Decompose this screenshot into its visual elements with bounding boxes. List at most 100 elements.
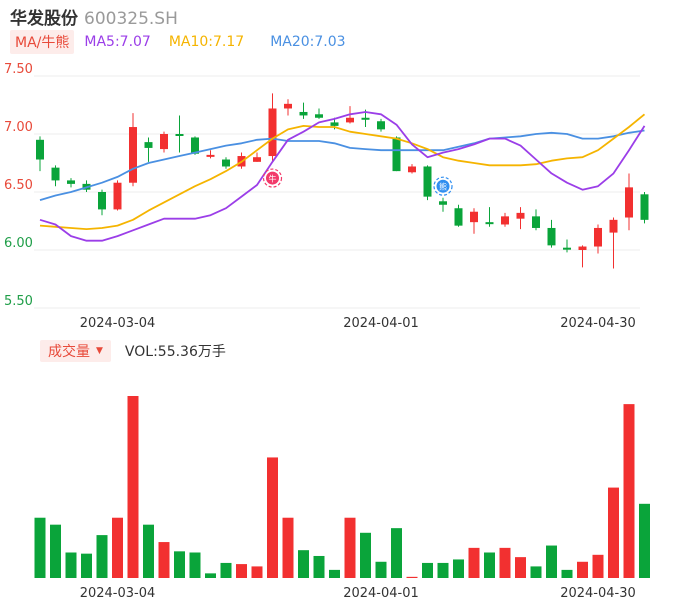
volume-bar (298, 550, 309, 578)
volume-bar (50, 524, 61, 578)
ma-toggle-button[interactable]: MA/牛熊 (10, 30, 75, 54)
date-tick-label: 2024-04-30 (560, 316, 636, 331)
volume-bar (65, 552, 77, 578)
volume-bar (34, 517, 46, 578)
volume-bar (515, 557, 526, 578)
candle-body (222, 159, 230, 167)
candle-body (67, 180, 75, 184)
ma5-line (39, 111, 646, 242)
candle-body (160, 134, 168, 150)
candle-body (268, 108, 277, 157)
price-tick-label: 6.50 (4, 178, 33, 193)
candle-body (423, 166, 432, 197)
volume-date-tick-label: 2024-04-01 (343, 586, 419, 601)
ma10-legend: MA10:7.17 (168, 34, 245, 50)
volume-bar (468, 547, 480, 578)
candle-body (439, 201, 447, 205)
volume-value: VOL:55.36万手 (124, 344, 226, 360)
price-tick-label: 5.50 (4, 294, 33, 309)
candle-body (532, 216, 540, 228)
candle-body (315, 114, 323, 118)
candle-body (51, 167, 60, 181)
volume-bar (267, 457, 278, 578)
candle-body (609, 219, 618, 233)
candle-body (191, 137, 199, 154)
stock-code: 600325.SH (84, 9, 178, 29)
ma20-legend: MA20:7.03 (270, 34, 346, 50)
candle-body (206, 154, 215, 157)
candle-body (377, 121, 385, 130)
volume-bar (236, 564, 247, 578)
candle-body (330, 122, 339, 126)
candle-body (470, 211, 478, 223)
volume-date-tick-label: 2024-04-30 (560, 586, 636, 601)
candle-body (284, 103, 292, 109)
ma10-line (39, 113, 646, 231)
volume-bar (158, 542, 170, 578)
date-tick-label: 2024-03-04 (80, 316, 156, 331)
volume-legend: 成交量 ▼ VOL:55.36万手 (40, 340, 226, 362)
candle-body (516, 212, 525, 219)
signal-label: 牛 (269, 174, 277, 184)
stock-name: 华发股份 (10, 9, 78, 29)
volume-bar (561, 569, 573, 578)
volume-bar (329, 569, 340, 578)
candle-body (547, 227, 556, 246)
candle-body (485, 222, 494, 225)
candle-body (361, 117, 370, 120)
candle-body (625, 187, 633, 218)
caret-down-icon: ▼ (96, 346, 103, 356)
signal-ring (433, 176, 453, 196)
price-tick-label: 7.50 (4, 62, 33, 77)
candle-body (640, 194, 649, 220)
ma20-line (39, 129, 645, 201)
volume-bar (453, 559, 464, 578)
volume-bar (81, 553, 92, 578)
candle-body (299, 111, 308, 116)
signal-dot (436, 179, 450, 193)
volume-bar (127, 396, 139, 578)
candle-body (113, 182, 122, 210)
volume-bar (577, 561, 588, 578)
candle-body (36, 139, 44, 160)
volume-indicator-select[interactable]: 成交量 ▼ (40, 340, 111, 362)
bear-signal-icon: 熊 (433, 176, 453, 196)
volume-bar (112, 517, 123, 578)
volume-bar (220, 562, 232, 578)
volume-bar (623, 404, 635, 578)
volume-bar (422, 562, 433, 578)
volume-indicator-label: 成交量 (48, 344, 90, 360)
candle-body (129, 127, 137, 183)
volume-date-tick-label: 2024-03-04 (80, 586, 156, 601)
volume-bar (608, 487, 619, 578)
candle-body (563, 247, 571, 250)
candle-body (144, 142, 153, 148)
volume-bar (639, 503, 650, 578)
candle-body (501, 216, 509, 225)
volume-bar (282, 517, 294, 578)
volume-bar (546, 545, 557, 578)
candle-body (578, 246, 587, 250)
candle-body (175, 134, 184, 136)
candle-body (408, 166, 416, 173)
volume-bar (96, 535, 108, 578)
candle-body (594, 227, 602, 247)
volume-bar (251, 566, 263, 578)
volume-bar (344, 517, 356, 578)
bull-signal-icon: 牛 (262, 168, 283, 188)
volume-bar (530, 566, 542, 578)
price-tick-label: 7.00 (4, 120, 33, 135)
candle-body (253, 157, 261, 162)
volume-bar (391, 528, 402, 578)
volume-bar (406, 576, 418, 578)
volume-bar (205, 573, 216, 578)
candle-body (454, 208, 463, 226)
volume-bar (189, 552, 201, 578)
volume-bar (499, 547, 511, 578)
volume-bar (143, 524, 154, 578)
candle-body (98, 192, 106, 210)
volume-bar (484, 552, 495, 578)
price-tick-label: 6.00 (4, 236, 33, 251)
signal-ring (262, 168, 283, 188)
